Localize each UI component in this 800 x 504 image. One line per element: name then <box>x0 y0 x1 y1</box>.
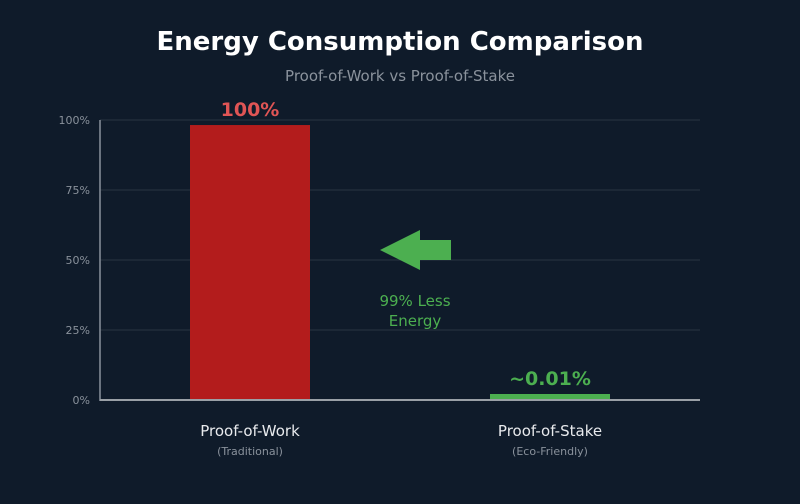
value-label: 100% <box>221 99 280 121</box>
chart-subtitle: Proof-of-Work vs Proof-of-Stake <box>285 67 515 85</box>
bar-proof-of-work <box>190 125 310 400</box>
x-category-sublabel: (Traditional) <box>217 445 283 458</box>
y-tick-label: 25% <box>66 324 90 337</box>
bar-proof-of-stake <box>490 394 610 400</box>
y-tick-label: 50% <box>66 254 90 267</box>
y-tick-label: 75% <box>66 184 90 197</box>
arrow-left-icon <box>380 230 451 270</box>
x-category-label: Proof-of-Stake <box>498 422 602 440</box>
x-category-label: Proof-of-Work <box>200 422 300 440</box>
annotation-line1: 99% Less <box>379 292 450 310</box>
value-label: ~0.01% <box>509 368 591 390</box>
y-tick-label: 100% <box>59 114 90 127</box>
x-category-sublabel: (Eco-Friendly) <box>512 445 588 458</box>
chart-title: Energy Consumption Comparison <box>156 27 643 57</box>
y-tick-label: 0% <box>73 394 90 407</box>
annotation-line2: Energy <box>389 312 442 330</box>
